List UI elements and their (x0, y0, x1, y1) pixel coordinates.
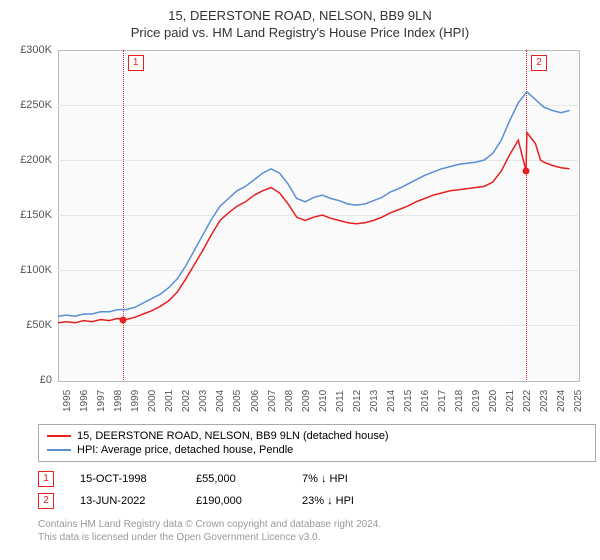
legend-swatch-property (47, 435, 71, 437)
sale-badge-1: 1 (38, 471, 54, 487)
x-tick-label: 2007 (267, 390, 278, 412)
x-tick-label: 2013 (369, 390, 380, 412)
sale-badge-on-chart: 2 (531, 55, 547, 71)
x-tick-label: 2019 (471, 390, 482, 412)
x-tick-label: 2024 (556, 390, 567, 412)
legend-swatch-hpi (47, 449, 71, 451)
series-hpi (58, 92, 570, 316)
sale-marker (523, 168, 530, 175)
sales-row-1: 1 15-OCT-1998 £55,000 7% ↓ HPI (38, 468, 354, 490)
x-tick-label: 2011 (335, 390, 346, 412)
attribution: Contains HM Land Registry data © Crown c… (38, 518, 381, 544)
x-tick-label: 2017 (437, 390, 448, 412)
x-tick-label: 1999 (130, 390, 141, 412)
sale-marker (119, 316, 126, 323)
legend-label-hpi: HPI: Average price, detached house, Pend… (77, 444, 293, 456)
sale-diff-2: 23% ↓ HPI (302, 495, 354, 507)
x-tick-label: 1998 (113, 390, 124, 412)
sale-diff-1: 7% ↓ HPI (302, 473, 348, 485)
x-tick-label: 2010 (318, 390, 329, 412)
x-tick-label: 2021 (505, 390, 516, 412)
sales-row-2: 2 13-JUN-2022 £190,000 23% ↓ HPI (38, 490, 354, 512)
x-tick-label: 1995 (62, 390, 73, 412)
y-tick-label: £50K (26, 319, 52, 331)
y-tick-label: £200K (20, 154, 52, 166)
x-tick-label: 2016 (420, 390, 431, 412)
title-line2: Price paid vs. HM Land Registry's House … (0, 25, 600, 40)
y-tick-label: £300K (20, 44, 52, 56)
x-tick-label: 2023 (539, 390, 550, 412)
y-tick-label: £250K (20, 99, 52, 111)
x-tick-label: 2002 (181, 390, 192, 412)
legend: 15, DEERSTONE ROAD, NELSON, BB9 9LN (det… (38, 424, 596, 462)
x-tick-label: 2003 (198, 390, 209, 412)
y-tick-label: £150K (20, 209, 52, 221)
x-tick-label: 2025 (573, 390, 584, 412)
x-tick-label: 2009 (301, 390, 312, 412)
x-tick-label: 2001 (164, 390, 175, 412)
attribution-line2: This data is licensed under the Open Gov… (38, 531, 381, 544)
x-tick-label: 2000 (147, 390, 158, 412)
sale-price-1: £55,000 (196, 473, 276, 485)
legend-row-hpi: HPI: Average price, detached house, Pend… (47, 443, 587, 457)
sales-table: 1 15-OCT-1998 £55,000 7% ↓ HPI 2 13-JUN-… (38, 468, 354, 512)
line-series-svg (58, 50, 578, 380)
x-tick-label: 2004 (215, 390, 226, 412)
x-tick-label: 2014 (386, 390, 397, 412)
legend-label-property: 15, DEERSTONE ROAD, NELSON, BB9 9LN (det… (77, 430, 389, 442)
chart-plot-area: £0£50K£100K£150K£200K£250K£300K199519961… (58, 50, 578, 380)
legend-row-property: 15, DEERSTONE ROAD, NELSON, BB9 9LN (det… (47, 429, 587, 443)
y-tick-label: £100K (20, 264, 52, 276)
y-tick-label: £0 (40, 374, 52, 386)
attribution-line1: Contains HM Land Registry data © Crown c… (38, 518, 381, 531)
sale-date-1: 15-OCT-1998 (80, 473, 170, 485)
x-tick-label: 2008 (284, 390, 295, 412)
title-line1: 15, DEERSTONE ROAD, NELSON, BB9 9LN (0, 8, 600, 23)
series-property (58, 133, 570, 323)
x-tick-label: 2022 (522, 390, 533, 412)
sale-badge-2: 2 (38, 493, 54, 509)
x-tick-label: 2020 (488, 390, 499, 412)
x-tick-label: 2012 (352, 390, 363, 412)
x-tick-label: 2005 (232, 390, 243, 412)
sale-price-2: £190,000 (196, 495, 276, 507)
x-tick-label: 2015 (403, 390, 414, 412)
sale-badge-on-chart: 1 (128, 55, 144, 71)
x-tick-label: 2018 (454, 390, 465, 412)
x-tick-label: 2006 (250, 390, 261, 412)
chart-title: 15, DEERSTONE ROAD, NELSON, BB9 9LN Pric… (0, 0, 600, 40)
sale-date-2: 13-JUN-2022 (80, 495, 170, 507)
x-tick-label: 1996 (79, 390, 90, 412)
x-tick-label: 1997 (96, 390, 107, 412)
